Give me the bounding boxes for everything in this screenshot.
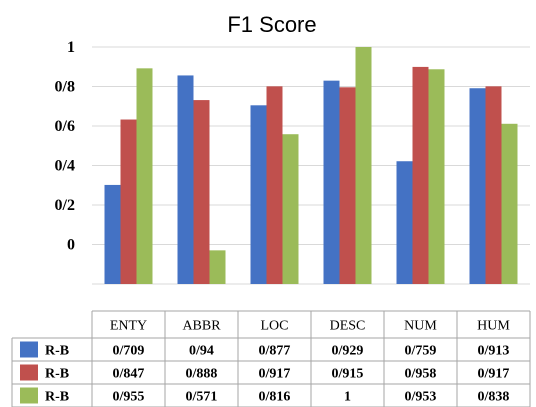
y-axis-ticks: 1 0/8 0/6 0/4 0/2 0 xyxy=(55,39,75,254)
data-label: 0/913 xyxy=(478,344,510,359)
legend-swatch xyxy=(20,387,38,404)
data-label: 0/847 xyxy=(113,367,145,382)
data-label: 0/571 xyxy=(186,390,218,405)
y-tick-label: 0/6 xyxy=(55,118,75,135)
bar-loc-series-3 xyxy=(282,134,299,284)
legend-swatch xyxy=(20,341,38,358)
data-label: 0/816 xyxy=(259,390,291,405)
bar-num-series-2 xyxy=(412,66,429,285)
bar-num-series-3 xyxy=(428,69,445,284)
x-tick-label: NUM xyxy=(404,319,437,334)
chart-title: F1 Score xyxy=(227,12,316,37)
data-label: 0/958 xyxy=(405,367,437,382)
data-label: 0/877 xyxy=(259,344,291,359)
bar-abbr-series-3 xyxy=(209,250,226,284)
bar-loc-series-1 xyxy=(250,105,267,284)
data-label: 0/838 xyxy=(478,390,510,405)
bar-desc-series-1 xyxy=(323,80,340,285)
x-tick-label: ENTY xyxy=(110,319,147,334)
bars xyxy=(104,47,518,285)
data-label: 0/94 xyxy=(189,344,214,359)
x-tick-label: DESC xyxy=(330,319,366,334)
legend-swatch xyxy=(20,364,38,381)
x-tick-label: ABBR xyxy=(182,319,221,334)
data-table: ENTY ABBR LOC DESC NUM HUM R-B 0/709 0/94 0/877 0/… xyxy=(11,310,531,407)
data-label: 1 xyxy=(344,390,351,405)
bar-hum-series-2 xyxy=(485,86,502,284)
y-tick-label: 0/4 xyxy=(55,158,75,175)
legend-label: R-B xyxy=(45,367,69,382)
bar-enty-series-3 xyxy=(136,68,153,284)
y-tick-label: 1 xyxy=(67,39,75,56)
y-tick-label: 0 xyxy=(67,237,75,254)
data-label: 0/955 xyxy=(113,390,145,405)
bar-abbr-series-2 xyxy=(193,100,210,284)
data-label: 0/953 xyxy=(405,390,437,405)
data-label: 0/929 xyxy=(332,344,364,359)
bar-hum-series-1 xyxy=(469,88,486,284)
bar-num-series-1 xyxy=(396,161,413,284)
data-label: 0/888 xyxy=(186,367,218,382)
bar-desc-series-3 xyxy=(355,47,372,284)
bar-enty-series-2 xyxy=(120,119,137,284)
data-label: 0/917 xyxy=(478,367,510,382)
data-label: 0/915 xyxy=(332,367,364,382)
y-tick-label: 0/8 xyxy=(55,79,75,96)
x-tick-label: HUM xyxy=(477,319,510,334)
legend-label: R-B xyxy=(45,344,69,359)
bar-loc-series-2 xyxy=(266,86,283,284)
legend-label: R-B xyxy=(45,390,69,405)
data-label: 0/759 xyxy=(405,344,437,359)
x-tick-label: LOC xyxy=(261,319,289,334)
data-label: 0/709 xyxy=(113,344,145,359)
bar-hum-series-3 xyxy=(501,123,518,285)
data-label: 0/917 xyxy=(259,367,291,382)
gridlines xyxy=(92,46,530,285)
y-tick-label: 0/2 xyxy=(55,197,75,214)
bar-enty-series-1 xyxy=(104,184,121,284)
bar-abbr-series-1 xyxy=(177,75,194,284)
bar-desc-series-2 xyxy=(339,87,356,284)
